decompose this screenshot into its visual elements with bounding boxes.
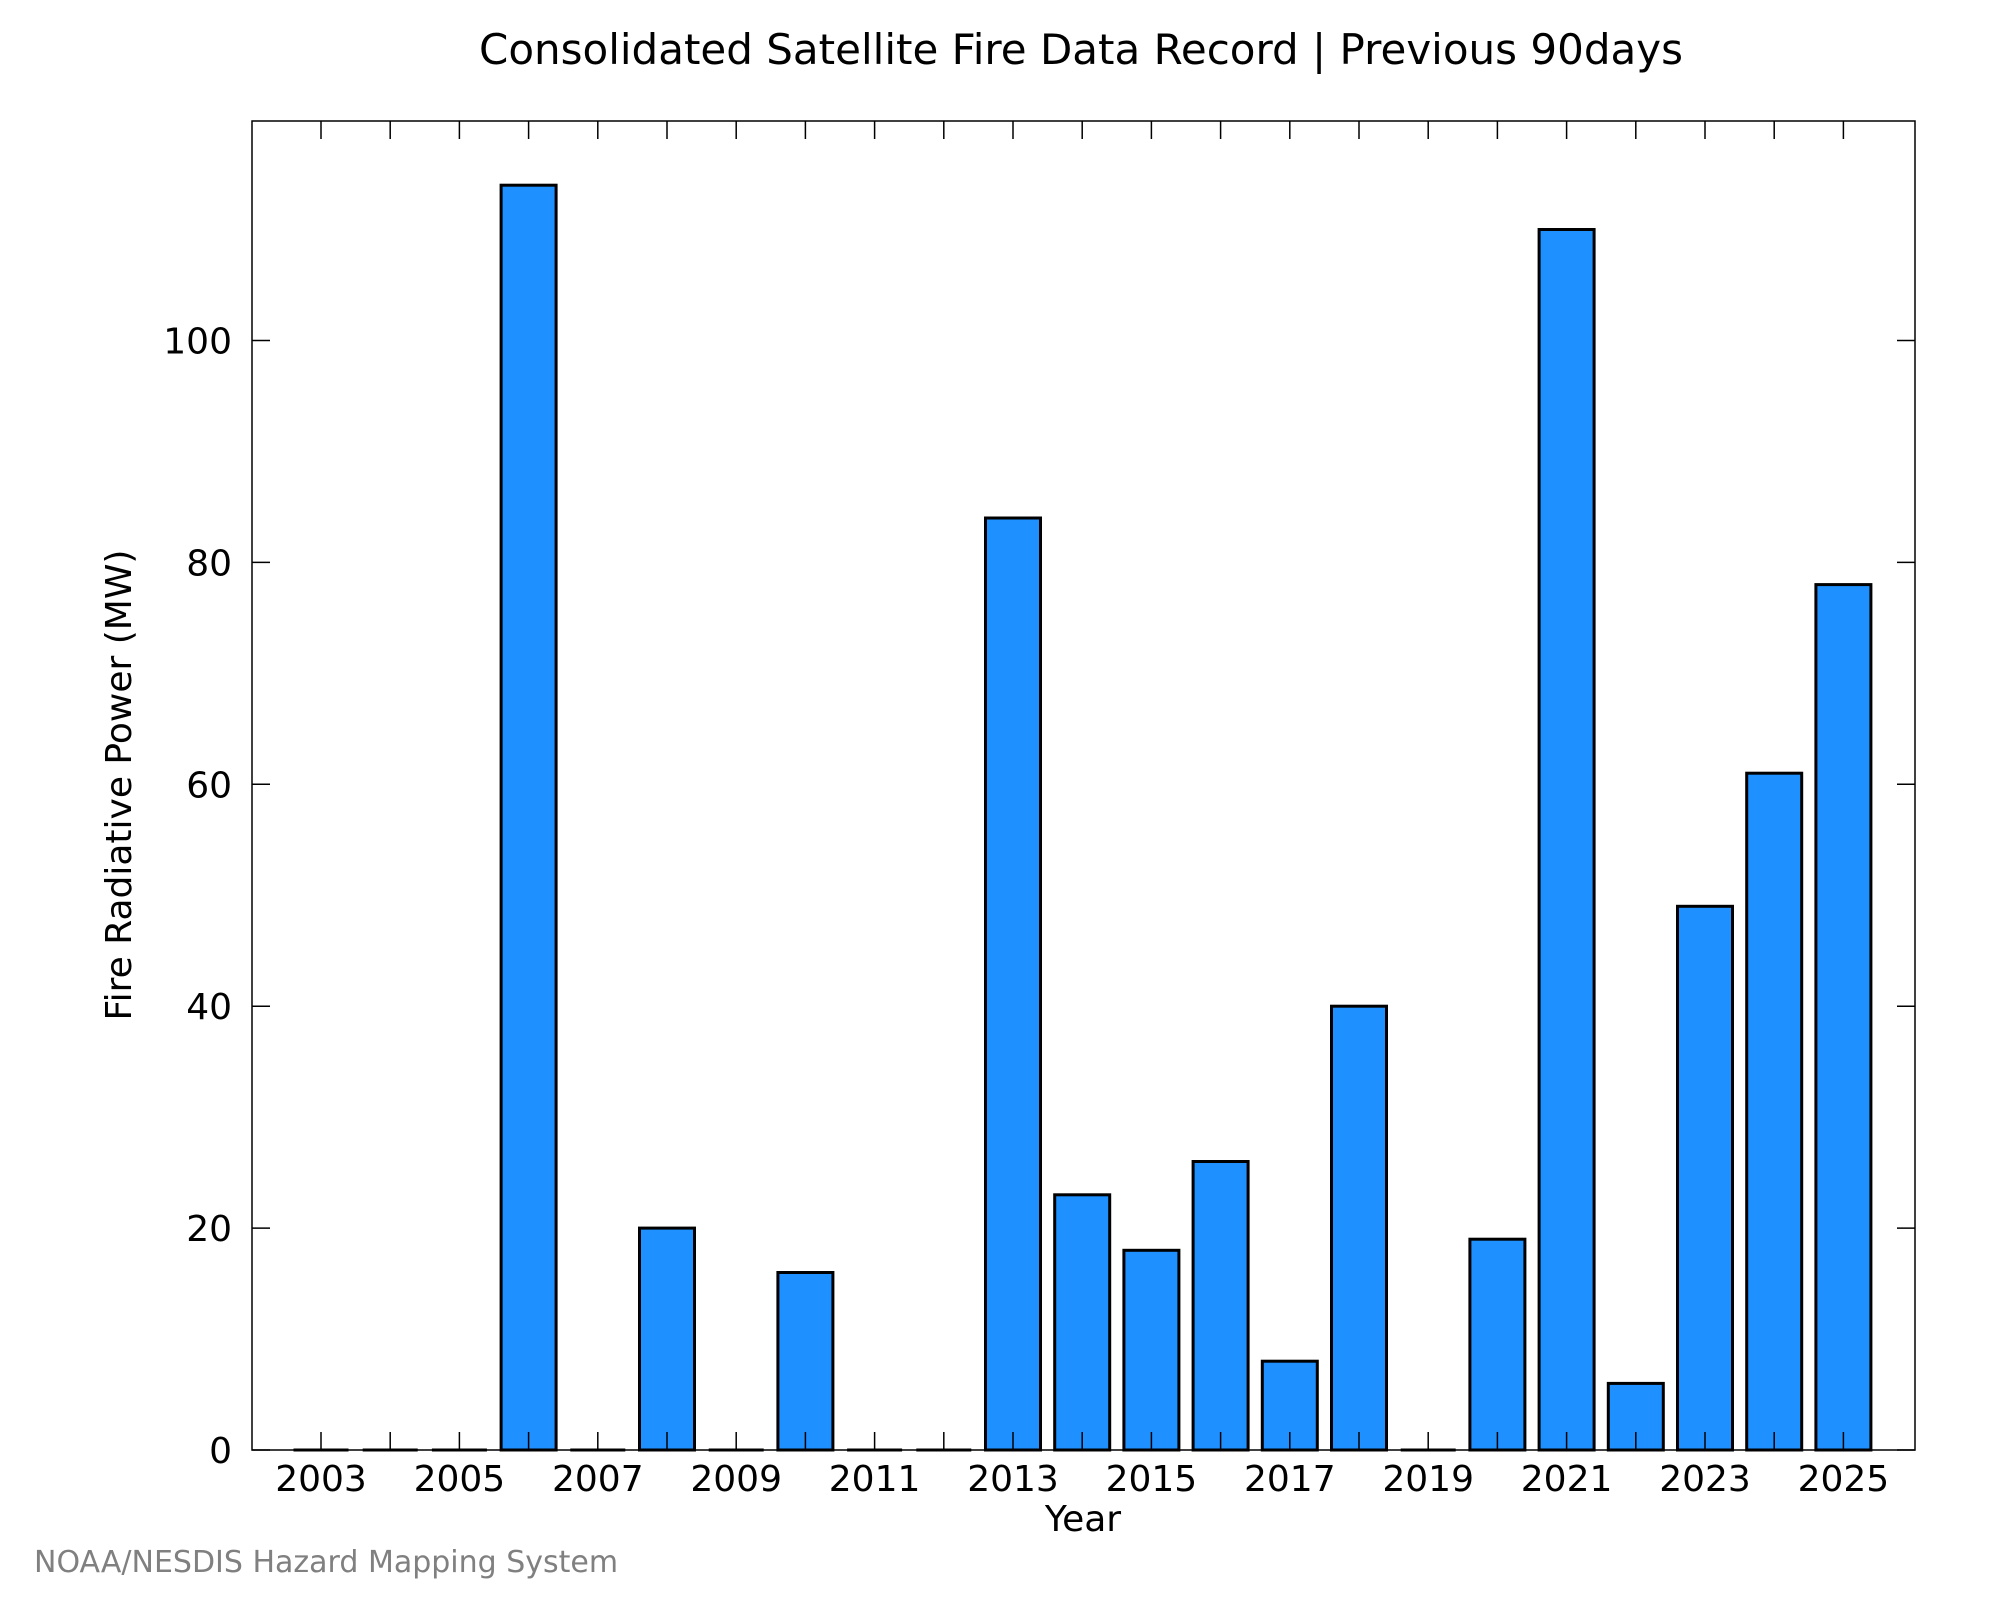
x-tick-label: 2005 <box>414 1459 506 1500</box>
x-tick-label: 2021 <box>1521 1459 1613 1500</box>
bar-2016 <box>1191 1160 1250 1452</box>
bar-2025 <box>1814 583 1873 1452</box>
x-tick-label: 2009 <box>690 1459 782 1500</box>
bar-2013 <box>984 516 1042 1452</box>
y-tick-label: 60 <box>186 765 232 806</box>
x-tick-label: 2003 <box>275 1459 367 1500</box>
bar-2010 <box>776 1271 835 1452</box>
bar-2018 <box>1330 1004 1388 1452</box>
y-tick-label: 0 <box>209 1431 232 1472</box>
x-axis-label: Year <box>1044 1499 1121 1540</box>
ticks-layer: 0 20 40 60 80 100 2003 2005 2007 2009 2011 2013 2015… <box>163 121 1915 1500</box>
y-tick-label: 20 <box>186 1209 232 1250</box>
y-tick-label: 100 <box>163 322 232 363</box>
bar-2020 <box>1468 1237 1527 1452</box>
bar-2023 <box>1676 904 1734 1452</box>
x-tick-label: 2025 <box>1798 1459 1890 1500</box>
bar-2006 <box>499 183 558 1452</box>
y-tick-label: 40 <box>186 987 232 1028</box>
bars-layer <box>293 183 1873 1452</box>
x-tick-label: 2013 <box>967 1459 1059 1500</box>
bar-2015 <box>1122 1248 1181 1452</box>
x-tick-label: 2011 <box>829 1459 921 1500</box>
x-tick-label: 2019 <box>1382 1459 1474 1500</box>
x-tick-label: 2017 <box>1244 1459 1336 1500</box>
x-tick-label: 2023 <box>1659 1459 1751 1500</box>
x-tick-label: 2015 <box>1106 1459 1198 1500</box>
bar-2024 <box>1745 771 1804 1452</box>
bar-2021 <box>1537 228 1596 1452</box>
bar-2008 <box>638 1226 696 1452</box>
y-axis-label: Fire Radiative Power (MW) <box>99 550 140 1021</box>
bar-2014 <box>1053 1193 1112 1452</box>
plot-frame <box>251 120 1916 1451</box>
x-tick-label: 2007 <box>552 1459 644 1500</box>
chart-title: Consolidated Satellite Fire Data Record … <box>479 25 1683 74</box>
y-tick-label: 80 <box>186 543 232 584</box>
footer-credit: NOAA/NESDIS Hazard Mapping System <box>34 1545 618 1580</box>
